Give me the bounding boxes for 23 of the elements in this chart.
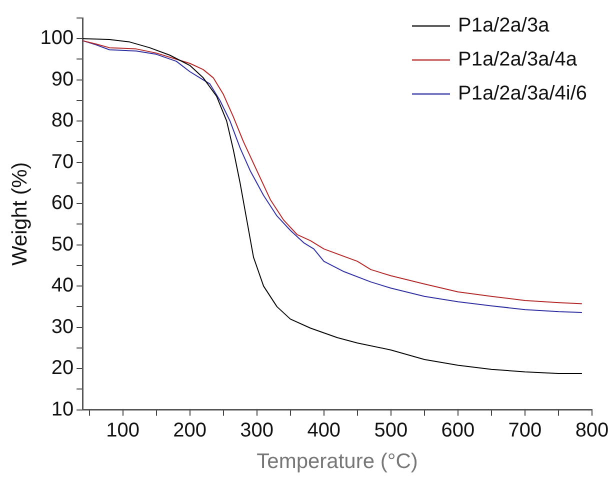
legend-label: P1a/2a/3a xyxy=(458,14,550,37)
x-tick-label: 800 xyxy=(575,419,609,442)
y-tick-label: 40 xyxy=(51,274,74,297)
y-tick-label: 20 xyxy=(51,357,74,380)
y-tick-label: 30 xyxy=(51,316,74,338)
x-tick-label: 600 xyxy=(441,419,475,442)
y-axis-title: Weight (%) xyxy=(8,162,32,266)
legend-label: P1a/2a/3a/4a xyxy=(458,48,578,71)
y-tick-label: 70 xyxy=(51,150,74,173)
x-tick-label: 700 xyxy=(508,419,542,442)
y-tick-label: 80 xyxy=(51,110,74,132)
x-tick-label: 400 xyxy=(307,419,341,442)
y-tick-label: 50 xyxy=(51,233,74,256)
y-tick-label: 90 xyxy=(51,68,74,90)
legend-label: P1a/2a/3a/4i/6 xyxy=(458,82,588,105)
x-tick-label: 100 xyxy=(106,419,140,442)
x-axis-title: Temperature (°C) xyxy=(256,450,418,474)
x-tick-label: 300 xyxy=(240,419,274,442)
y-tick-label: 10 xyxy=(51,398,74,420)
x-tick-label: 200 xyxy=(173,419,207,442)
x-tick-label: 500 xyxy=(374,419,408,442)
y-tick-label: 100 xyxy=(40,27,74,50)
y-tick-label: 60 xyxy=(51,192,74,214)
